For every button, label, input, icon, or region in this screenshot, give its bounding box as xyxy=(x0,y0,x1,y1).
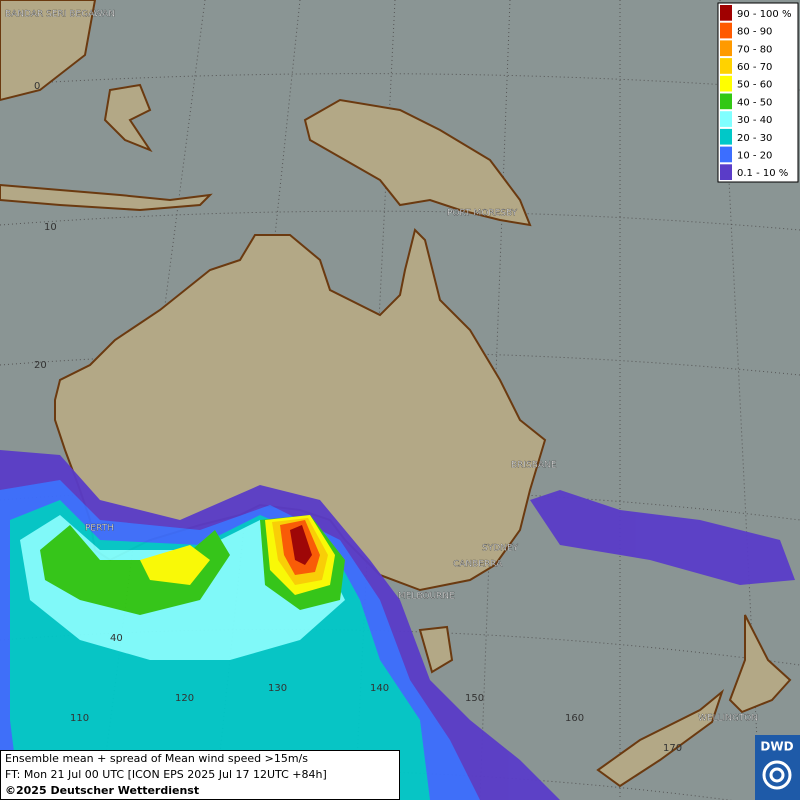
legend-label: 60 - 70 xyxy=(737,62,772,73)
legend-label: 10 - 20 xyxy=(737,150,772,161)
legend-label: 90 - 100 % xyxy=(737,9,791,20)
new-guinea xyxy=(303,98,532,227)
place-label: CANBERRA xyxy=(453,560,503,570)
grid-label: 0 xyxy=(34,81,40,92)
wind-probability xyxy=(0,450,795,800)
logo: DWD xyxy=(755,735,800,800)
legend-swatch xyxy=(720,75,732,92)
nz-south-island xyxy=(596,689,725,788)
place-label: PERTH xyxy=(85,524,114,534)
place-label: PORT MORESBY xyxy=(447,209,518,219)
prob-area xyxy=(40,525,230,615)
grid-line xyxy=(0,73,800,91)
grid-label: 120 xyxy=(175,693,194,704)
grid-label: 140 xyxy=(370,683,389,694)
logo-text: DWD xyxy=(760,740,793,754)
grid-label: 40 xyxy=(110,633,123,644)
legend-label: 80 - 90 xyxy=(737,27,772,38)
borneo xyxy=(0,0,97,102)
legend-swatch xyxy=(720,111,732,127)
caption-box xyxy=(0,750,400,800)
place-label: BANDAR SERI BEGAWAN xyxy=(5,10,115,20)
tasmania xyxy=(418,625,454,674)
grid-line xyxy=(0,210,800,231)
logo-spiral xyxy=(769,767,785,783)
legend-swatch xyxy=(720,128,732,145)
legend-swatch xyxy=(720,22,732,39)
legend-label: 40 - 50 xyxy=(737,97,772,108)
grid-label: 110 xyxy=(70,713,89,724)
logo-spiral xyxy=(762,760,792,790)
legend-label: 20 - 30 xyxy=(737,133,772,144)
legend-swatch xyxy=(720,164,732,180)
grid-label: 160 xyxy=(565,713,584,724)
labels: BANDAR SERI BEGAWAN PORT MORESBY BRISBANE P… xyxy=(5,9,758,754)
landmasses xyxy=(0,0,792,788)
place-label: SYDNEY xyxy=(482,544,519,554)
grid-label: 170 xyxy=(663,743,682,754)
prob-area xyxy=(530,490,795,585)
grid-label: 150 xyxy=(465,693,484,704)
legend: 90 - 100 % 80 - 90 70 - 80 60 - 70 50 - 60 40… xyxy=(717,2,799,183)
prob-area xyxy=(140,545,210,585)
legend-swatch xyxy=(720,40,732,57)
legend-swatch xyxy=(720,93,732,110)
place-label: MELBOURNE xyxy=(398,592,455,602)
prob-area xyxy=(290,525,312,565)
legend-label: 70 - 80 xyxy=(737,44,772,55)
grid-label: 20 xyxy=(34,360,47,371)
caption: Ensemble mean + spread of Mean wind spee… xyxy=(0,750,400,800)
lesser-sunda xyxy=(0,183,213,212)
grid-line xyxy=(719,0,761,801)
nz-north-island xyxy=(728,614,792,714)
place-label: BRISBANE xyxy=(511,461,557,471)
sulawesi xyxy=(103,83,153,153)
caption-line: FT: Mon 21 Jul 00 UTC [ICON EPS 2025 Jul… xyxy=(5,768,327,781)
legend-label: 0.1 - 10 % xyxy=(737,168,788,179)
legend-swatch xyxy=(720,5,732,21)
caption-line: Ensemble mean + spread of Mean wind spee… xyxy=(5,752,308,765)
legend-swatch xyxy=(720,146,732,163)
legend-label: 30 - 40 xyxy=(737,115,772,126)
legend-swatch xyxy=(720,58,732,74)
grid-label: 130 xyxy=(268,683,287,694)
grid-label: 10 xyxy=(44,222,57,233)
legend-label: 50 - 60 xyxy=(737,80,772,91)
place-label: WELLINGTON xyxy=(698,714,758,724)
copyright: ©2025 Deutscher Wetterdienst xyxy=(5,784,199,797)
